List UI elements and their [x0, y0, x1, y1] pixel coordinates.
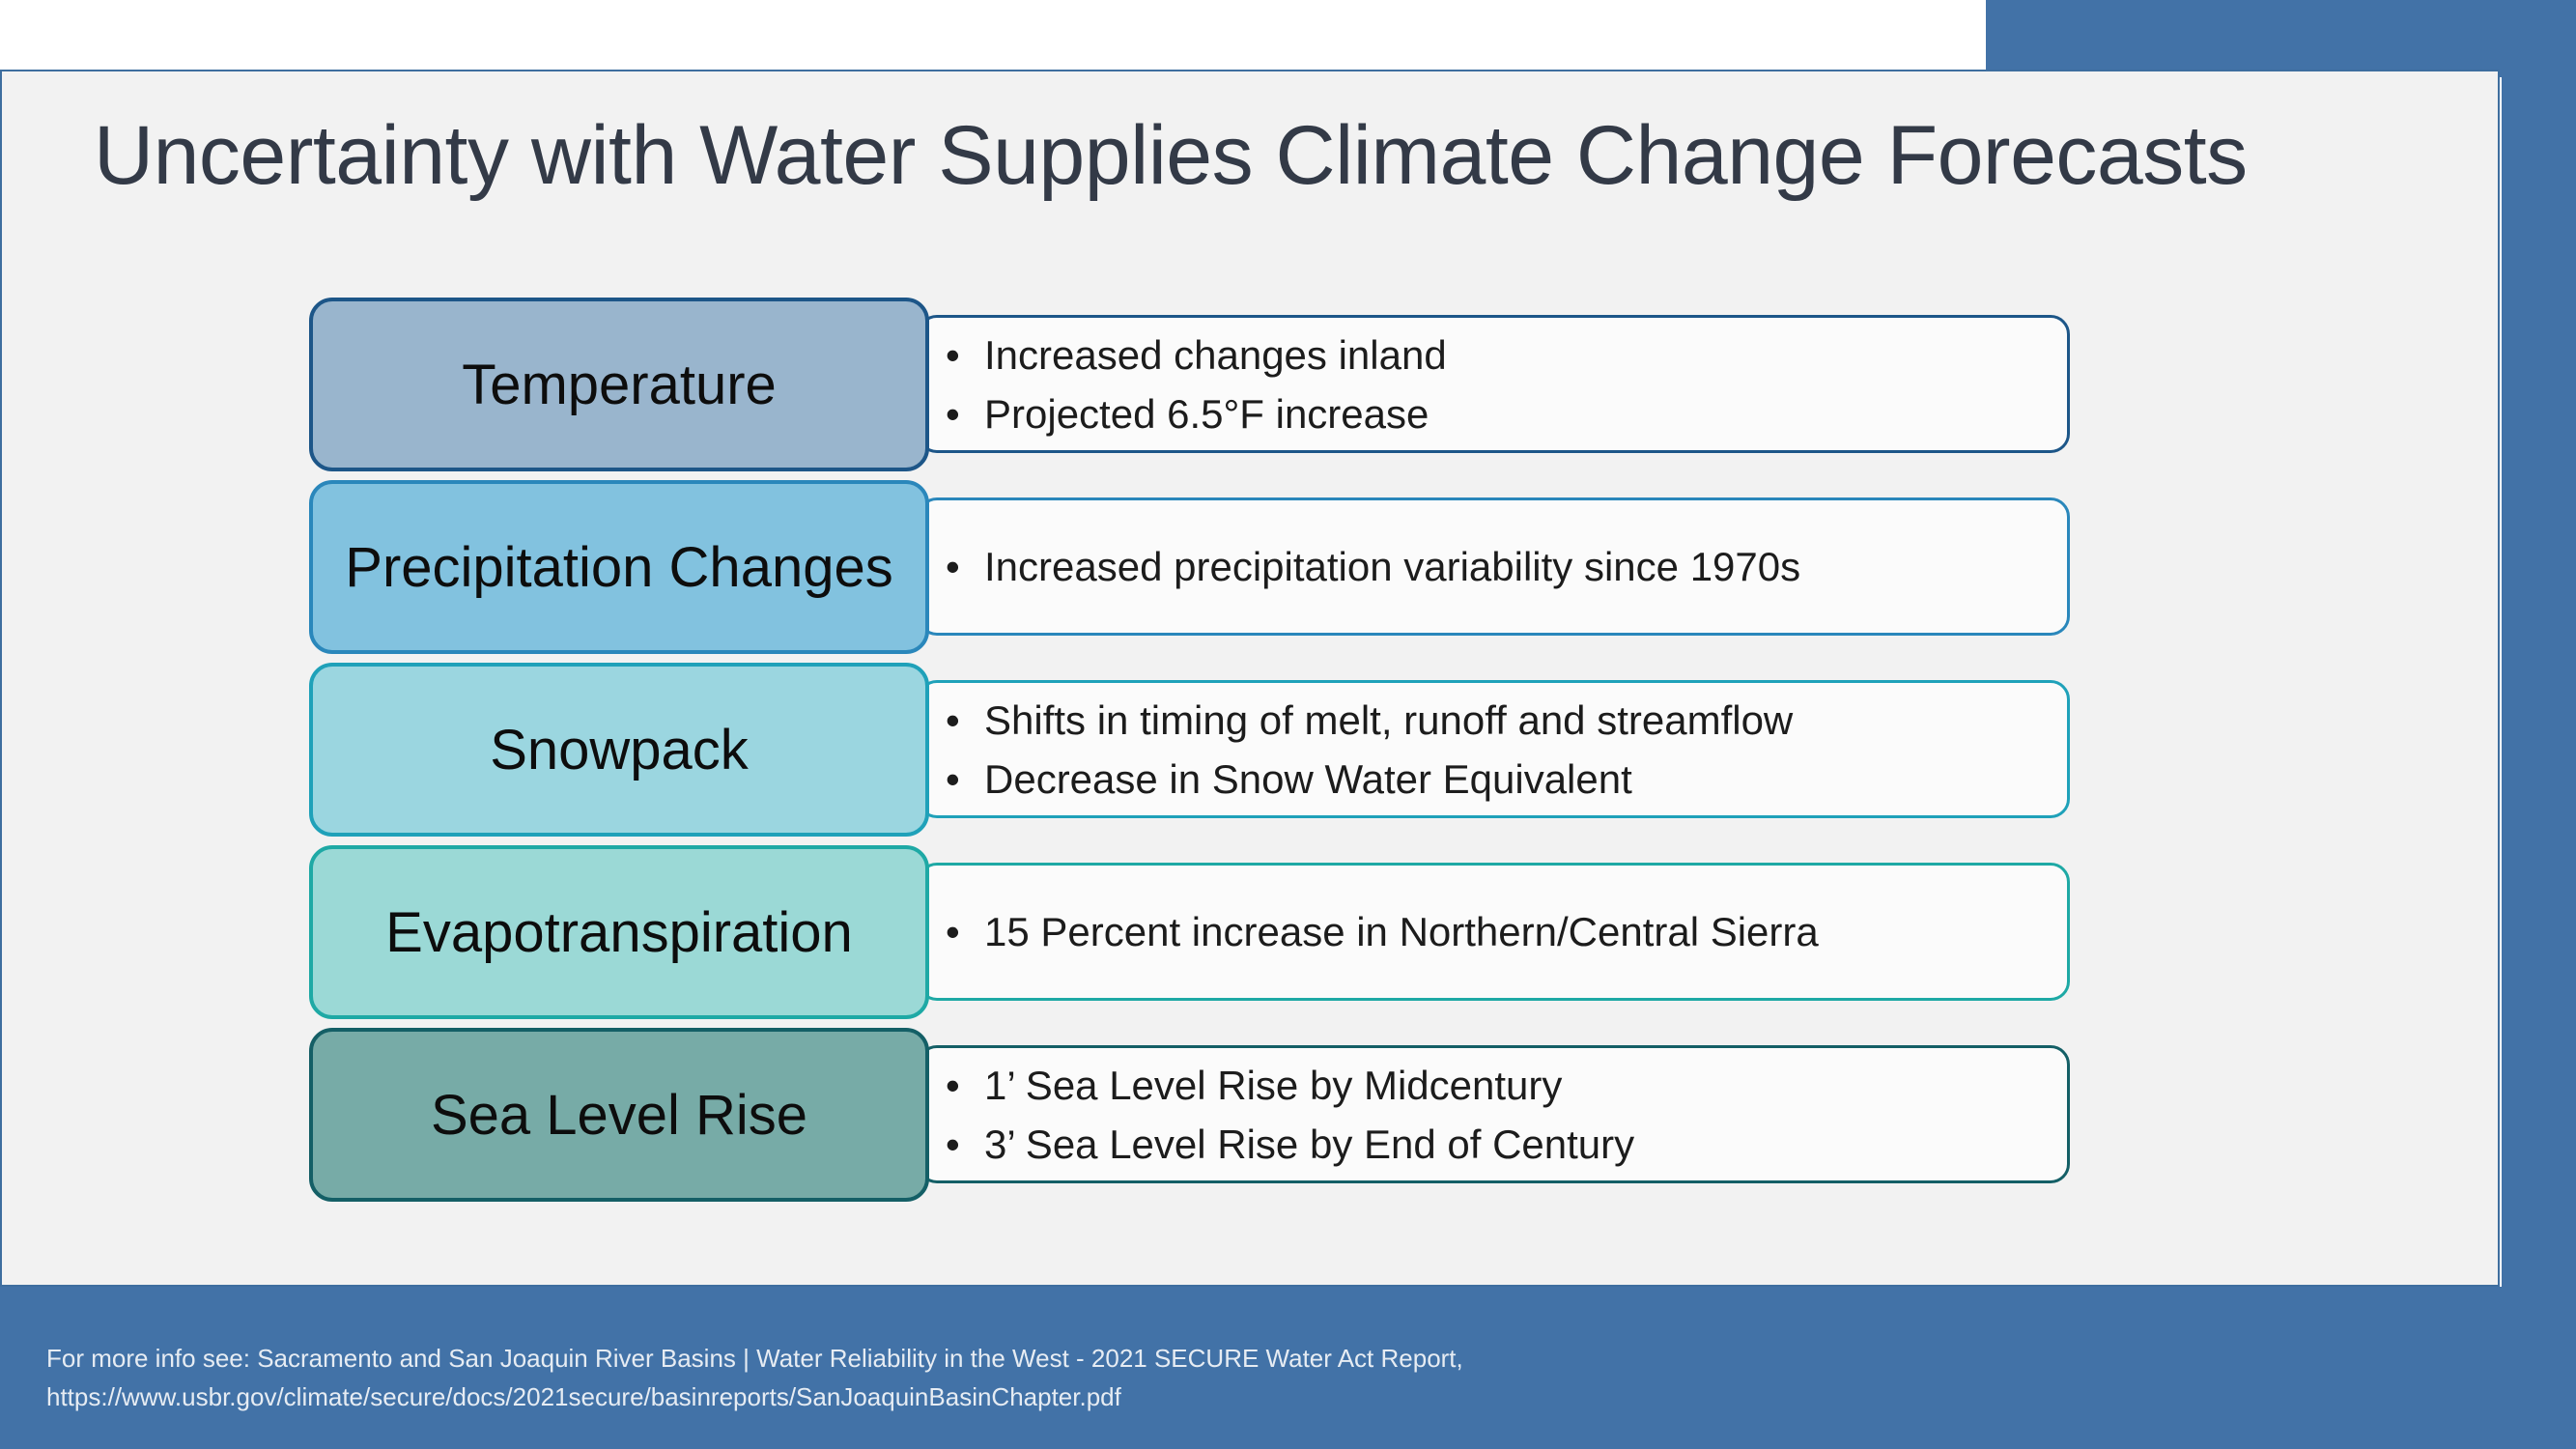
diagram-row: 15 Percent increase in Northern/Central …: [0, 845, 2576, 1019]
row-details-box: Shifts in timing of melt, runoff and str…: [918, 680, 2070, 818]
bullet-item: 15 Percent increase in Northern/Central …: [946, 902, 1819, 961]
row-details-box: 1’ Sea Level Rise by Midcentury 3’ Sea L…: [918, 1045, 2070, 1183]
bullet-item: Shifts in timing of melt, runoff and str…: [946, 691, 1793, 750]
top-right-accent-bar: [1986, 0, 2576, 77]
bullet-list: 15 Percent increase in Northern/Central …: [946, 866, 1819, 998]
slide-title: Uncertainty with Water Supplies Climate …: [94, 109, 2248, 202]
diagram-row: Shifts in timing of melt, runoff and str…: [0, 663, 2576, 837]
bullet-list: Increased precipitation variability sinc…: [946, 500, 1800, 633]
right-accent-bar: [2502, 68, 2576, 1449]
bullet-list: Increased changes inland Projected 6.5°F…: [946, 318, 1447, 450]
bullet-list: Shifts in timing of melt, runoff and str…: [946, 683, 1793, 815]
diagram-row: Increased precipitation variability sinc…: [0, 480, 2576, 654]
row-label-box: Evapotranspiration: [309, 845, 929, 1019]
bullet-item: 1’ Sea Level Rise by Midcentury: [946, 1056, 1634, 1115]
row-details-box: Increased changes inland Projected 6.5°F…: [918, 315, 2070, 453]
bullet-item: Increased changes inland: [946, 326, 1447, 384]
footer-citation: For more info see: Sacramento and San Jo…: [46, 1339, 1463, 1416]
diagram-row: 1’ Sea Level Rise by Midcentury 3’ Sea L…: [0, 1028, 2576, 1202]
footer-citation-line: For more info see: Sacramento and San Jo…: [46, 1344, 1463, 1373]
bullet-item: Increased precipitation variability sinc…: [946, 537, 1800, 596]
footer-band: [0, 1287, 2576, 1449]
row-details-box: 15 Percent increase in Northern/Central …: [918, 863, 2070, 1001]
footer-url: https://www.usbr.gov/climate/secure/docs…: [46, 1382, 1121, 1411]
bullet-item: 3’ Sea Level Rise by End of Century: [946, 1115, 1634, 1174]
diagram-row: Increased changes inland Projected 6.5°F…: [0, 298, 2576, 471]
row-details-box: Increased precipitation variability sinc…: [918, 497, 2070, 636]
row-label-box: Temperature: [309, 298, 929, 471]
row-label-box: Sea Level Rise: [309, 1028, 929, 1202]
row-label-box: Snowpack: [309, 663, 929, 837]
row-label-box: Precipitation Changes: [309, 480, 929, 654]
bullet-list: 1’ Sea Level Rise by Midcentury 3’ Sea L…: [946, 1048, 1634, 1180]
bullet-item: Projected 6.5°F increase: [946, 384, 1447, 443]
bullet-item: Decrease in Snow Water Equivalent: [946, 750, 1793, 809]
